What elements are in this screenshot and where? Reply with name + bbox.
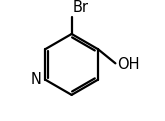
Text: OH: OH	[118, 57, 140, 72]
Text: Br: Br	[73, 0, 89, 15]
Text: N: N	[31, 72, 42, 87]
